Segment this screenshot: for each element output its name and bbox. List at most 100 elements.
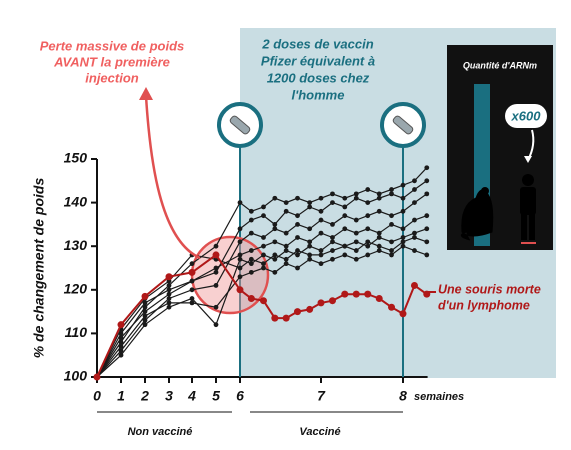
data-point [295, 213, 300, 219]
data-point [389, 239, 394, 245]
data-point [400, 182, 406, 188]
x-tick-label: 4 [187, 388, 196, 404]
data-point [213, 269, 219, 275]
data-point [307, 200, 313, 206]
data-point [353, 256, 359, 262]
inset-title: Quantité d'ARNm [463, 60, 537, 70]
data-point [342, 204, 348, 210]
data-point [330, 248, 335, 253]
data-point [141, 292, 149, 300]
data-point [307, 226, 313, 232]
data-point [259, 297, 267, 305]
weight-loss-note: Perte massive de poids [40, 38, 185, 53]
data-point [389, 187, 394, 192]
data-point [213, 304, 219, 310]
y-tick-label: 150 [64, 150, 88, 166]
data-point [318, 208, 324, 214]
data-point [353, 248, 359, 253]
data-point [375, 295, 383, 303]
data-point [410, 281, 418, 289]
x-tick-label: 5 [212, 388, 220, 404]
data-point [365, 252, 371, 258]
data-point [400, 239, 406, 245]
data-point [248, 217, 254, 223]
data-point [261, 261, 266, 267]
data-point [166, 291, 172, 297]
data-point [272, 269, 278, 275]
data-point [318, 230, 324, 236]
data-point [213, 265, 219, 271]
weight-loss-arrow [144, 95, 201, 260]
data-point [364, 290, 372, 298]
data-point [365, 187, 371, 192]
x-tick-label: 6 [236, 388, 244, 404]
x-tick-label: 2 [140, 388, 149, 404]
data-point [272, 252, 278, 258]
data-point [166, 304, 172, 310]
data-point [189, 278, 195, 284]
data-point [389, 248, 394, 253]
x-tick-label: 0 [93, 388, 101, 404]
period-label: Non vacciné [128, 426, 193, 438]
doses-note: 1200 doses chez [267, 70, 370, 85]
data-point [189, 300, 195, 306]
data-point [400, 235, 406, 240]
data-point [376, 230, 382, 236]
data-point [118, 348, 124, 354]
data-point [261, 243, 266, 249]
y-axis-label: % de changement de poids [31, 178, 47, 359]
data-point [237, 256, 243, 262]
data-point [307, 204, 313, 210]
data-point [237, 226, 243, 232]
data-point [166, 300, 172, 306]
data-point [353, 230, 359, 236]
data-point [400, 195, 406, 201]
data-point [342, 226, 348, 232]
data-point [166, 296, 172, 301]
data-point [318, 261, 324, 267]
data-point [389, 213, 394, 219]
data-point [412, 248, 417, 253]
data-point [248, 256, 254, 262]
data-point [213, 283, 219, 288]
data-point [342, 213, 348, 219]
data-point [272, 195, 278, 201]
data-point [166, 287, 172, 293]
data-point [365, 239, 371, 245]
human-icon [520, 174, 536, 240]
data-point [271, 314, 279, 322]
inset-ratio: x600 [511, 108, 542, 123]
data-point [212, 251, 220, 259]
data-point [376, 191, 382, 197]
data-point [424, 191, 430, 197]
data-point [424, 213, 430, 219]
data-point [142, 313, 148, 319]
data-point [261, 235, 266, 240]
data-point [353, 239, 359, 245]
data-point [412, 187, 417, 192]
y-tick-label: 140 [64, 193, 88, 209]
data-point [295, 252, 300, 258]
data-point [307, 243, 313, 249]
data-point [389, 222, 394, 227]
data-point [261, 213, 266, 219]
data-point [272, 256, 278, 262]
data-point [188, 268, 196, 276]
data-point [424, 165, 430, 171]
data-point [117, 321, 125, 329]
data-point [237, 239, 243, 245]
data-point [283, 230, 289, 236]
data-point [189, 261, 195, 267]
data-point [295, 195, 300, 201]
data-point [142, 300, 148, 306]
rat-ear [481, 187, 489, 195]
data-point [342, 243, 348, 249]
data-point [318, 248, 324, 253]
data-point [330, 235, 335, 240]
data-point [248, 269, 254, 275]
x-tick-label: 3 [165, 388, 173, 404]
data-point [247, 295, 255, 303]
data-point [318, 195, 324, 201]
data-point [142, 322, 148, 328]
